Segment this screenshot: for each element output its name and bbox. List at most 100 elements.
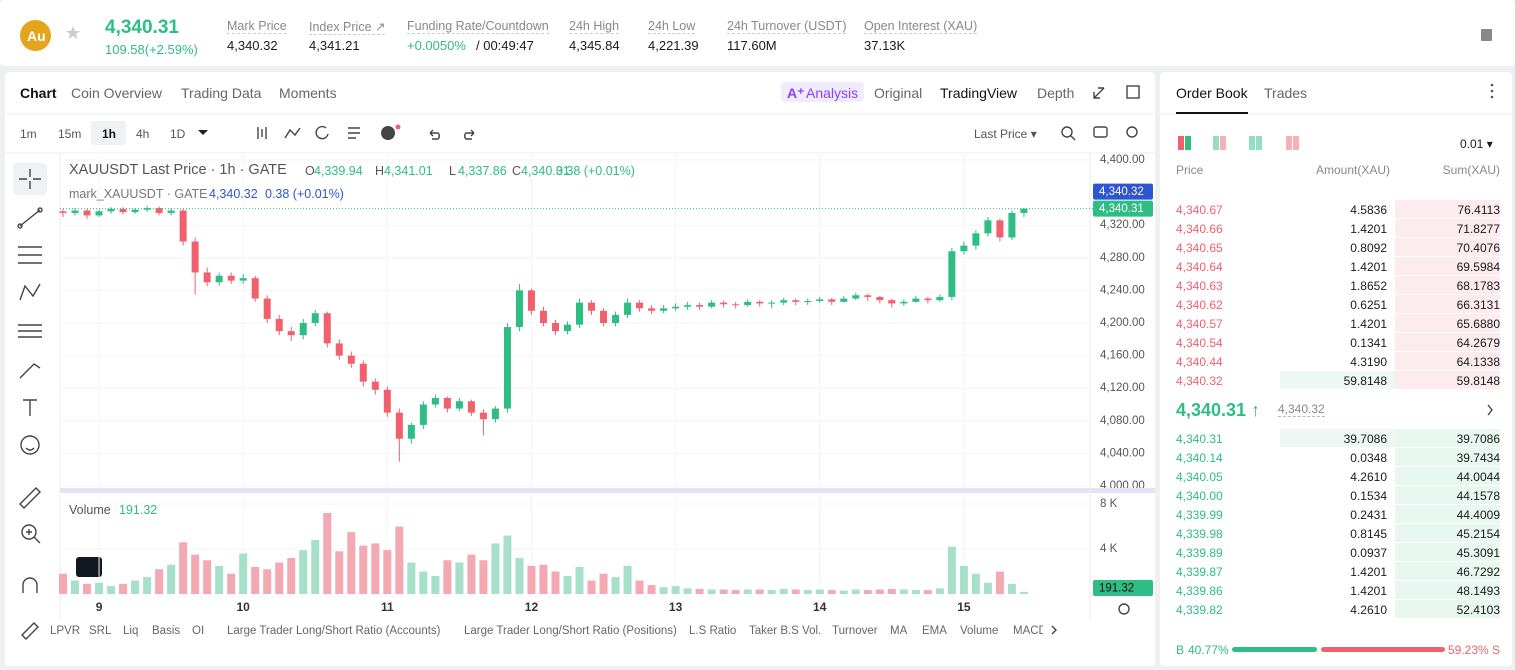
book-amount: 0.0348 bbox=[1350, 451, 1387, 465]
book-icon[interactable] bbox=[1481, 29, 1492, 41]
col-head: Amount(XAU) bbox=[1315, 163, 1390, 177]
book-sum: 71.8277 bbox=[1456, 222, 1500, 236]
volume-bar bbox=[563, 576, 572, 594]
indicator[interactable]: Large Trader Long/Short Ratio (Positions… bbox=[464, 625, 677, 637]
depth-bar bbox=[1395, 238, 1500, 256]
volume-bar bbox=[707, 589, 716, 594]
candle-body bbox=[251, 278, 259, 299]
interval[interactable]: 1m bbox=[20, 127, 37, 141]
book-price: 4,340.54 bbox=[1176, 336, 1223, 350]
volume-bar bbox=[839, 590, 848, 594]
volume-bar bbox=[383, 550, 392, 594]
book-amount: 0.6251 bbox=[1350, 298, 1387, 312]
indicator[interactable]: EMA bbox=[922, 625, 947, 637]
volume-bar bbox=[287, 558, 296, 594]
book-amount: 4.3190 bbox=[1350, 355, 1387, 369]
buy-bar bbox=[1232, 647, 1318, 652]
legend-key: H bbox=[375, 164, 385, 178]
legend-key: C bbox=[512, 164, 522, 178]
interval[interactable]: 4h bbox=[136, 127, 150, 141]
ai-badge bbox=[781, 82, 864, 102]
volume-bar bbox=[191, 554, 200, 594]
volume-bar bbox=[239, 553, 248, 594]
candle-body bbox=[95, 211, 103, 216]
candle-body bbox=[576, 302, 584, 325]
book-sum: 45.3091 bbox=[1456, 546, 1500, 560]
x-tick-label: 14 bbox=[813, 600, 827, 614]
precision[interactable]: 0.01 ▾ bbox=[1460, 137, 1493, 151]
book-tab[interactable]: Trades bbox=[1264, 85, 1308, 101]
candle-body bbox=[515, 290, 523, 328]
x-tick-label: 12 bbox=[525, 600, 539, 614]
price-tag-label: 4,340.31 bbox=[1099, 203, 1144, 215]
indicator[interactable]: Volume bbox=[960, 625, 999, 637]
indicator[interactable]: Taker B.S Vol. bbox=[749, 625, 822, 637]
stat-value: +0.0050% bbox=[407, 38, 466, 53]
candle-body bbox=[107, 208, 115, 212]
book-layout-icons[interactable] bbox=[1178, 136, 1299, 150]
depth-bar bbox=[1395, 524, 1500, 542]
volume-bar bbox=[467, 554, 476, 594]
view-tab[interactable]: Analysis bbox=[806, 85, 859, 101]
dropdown-arrow[interactable] bbox=[198, 130, 208, 135]
view-tab[interactable]: Depth bbox=[1037, 85, 1075, 101]
indicator-icon[interactable] bbox=[381, 126, 395, 140]
indicator[interactable]: LPVR bbox=[50, 625, 81, 637]
candle-body bbox=[59, 211, 67, 213]
book-sum: 68.1783 bbox=[1456, 279, 1500, 293]
volume-bar bbox=[767, 590, 776, 594]
volume-bar bbox=[887, 588, 896, 594]
volume-bar bbox=[299, 550, 308, 594]
indicator[interactable]: Large Trader Long/Short Ratio (Accounts) bbox=[227, 625, 441, 637]
book-sum: 70.4076 bbox=[1456, 241, 1500, 255]
depth-bar bbox=[1395, 467, 1500, 485]
col-head: Sum(XAU) bbox=[1442, 163, 1500, 177]
book-tab[interactable]: Order Book bbox=[1176, 85, 1248, 101]
view-tab[interactable]: TradingView bbox=[940, 85, 1018, 101]
candle-body bbox=[828, 299, 836, 302]
candle-body bbox=[479, 412, 487, 420]
indicator[interactable]: MACD bbox=[1013, 625, 1043, 637]
star-icon[interactable] bbox=[66, 26, 80, 39]
depth-bar bbox=[1395, 505, 1500, 523]
candle-body bbox=[503, 327, 511, 409]
indicator[interactable]: Basis bbox=[152, 625, 181, 637]
volume-tick-label: 4 K bbox=[1100, 543, 1118, 555]
indicator[interactable]: SRL bbox=[89, 625, 112, 637]
indicator[interactable]: OI bbox=[192, 625, 205, 637]
interval[interactable]: 15m bbox=[58, 127, 82, 141]
candle-body bbox=[696, 305, 704, 307]
interval[interactable]: 1h bbox=[102, 127, 117, 141]
volume-bar bbox=[407, 562, 416, 594]
toolbar-icons[interactable] bbox=[13, 85, 1493, 640]
mid-mark: 4,340.32 bbox=[1278, 402, 1325, 417]
candle-body bbox=[407, 424, 415, 439]
depth-bar bbox=[1395, 581, 1500, 599]
indicator[interactable]: Liq bbox=[123, 625, 139, 637]
book-amount: 0.2431 bbox=[1350, 508, 1387, 522]
book-price: 4,340.57 bbox=[1176, 317, 1223, 331]
chart-tab[interactable]: Coin Overview bbox=[71, 85, 163, 101]
indicator[interactable]: L.S Ratio bbox=[689, 625, 737, 637]
chart-tab[interactable]: Chart bbox=[20, 85, 57, 101]
volume-bar bbox=[83, 583, 92, 594]
price-type[interactable]: Last Price ▾ bbox=[974, 127, 1037, 141]
chart-tab[interactable]: Trading Data bbox=[181, 85, 262, 101]
candle-body bbox=[612, 314, 620, 323]
chart: 4,000.004,040.004,080.004,120.004,160.00… bbox=[59, 153, 1155, 620]
chart-tab[interactable]: Moments bbox=[279, 85, 337, 101]
interval[interactable]: 1D bbox=[170, 127, 186, 141]
book-sum: 65.6880 bbox=[1456, 317, 1500, 331]
y-tick-label: 4,080.00 bbox=[1100, 415, 1145, 427]
candle-body bbox=[708, 302, 716, 307]
x-tick-label: 10 bbox=[236, 600, 250, 614]
depth-bar bbox=[1395, 543, 1500, 561]
indicator[interactable]: MA bbox=[890, 625, 908, 637]
book-sum: 39.7086 bbox=[1456, 432, 1500, 446]
view-tab[interactable]: Original bbox=[874, 85, 923, 101]
candle-body bbox=[852, 295, 860, 299]
indicator[interactable]: Turnover bbox=[832, 625, 878, 637]
y-tick-label: 4,280.00 bbox=[1100, 252, 1145, 264]
volume-bar bbox=[419, 571, 428, 594]
